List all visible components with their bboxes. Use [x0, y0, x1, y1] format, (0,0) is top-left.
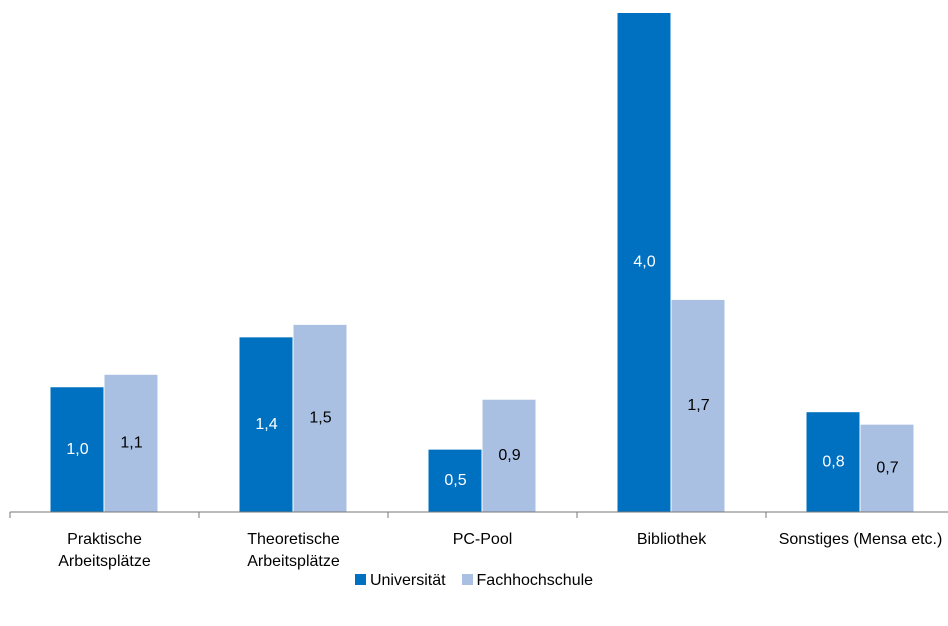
x-tick-label: PC-Pool — [452, 531, 513, 548]
data-label: 4,0 — [633, 254, 655, 271]
bar — [671, 299, 725, 512]
legend-swatch — [461, 574, 473, 585]
x-tick-label: Theoretische Arbeitsplätze — [247, 531, 340, 570]
data-label: 1,4 — [255, 416, 277, 433]
x-tick-label: Bibliothek — [636, 531, 707, 548]
bar — [50, 387, 104, 512]
x-tick-label: Sonstiges (Mensa etc.) — [778, 531, 943, 548]
data-label: 0,7 — [876, 460, 898, 477]
legend: Universität Fachhochschule — [0, 572, 948, 590]
legend-label: Universität — [369, 572, 446, 589]
bar — [482, 399, 536, 512]
legend-swatch — [354, 574, 366, 585]
data-label: 0,5 — [444, 472, 466, 489]
data-label: 1,0 — [66, 441, 88, 458]
x-tick-label: Praktische Arbeitsplätze — [58, 531, 151, 570]
data-label: 1,7 — [687, 397, 709, 414]
bar — [104, 374, 158, 512]
legend-item: Fachhochschule — [461, 572, 594, 590]
bar — [428, 449, 482, 512]
data-label: 1,5 — [309, 410, 331, 427]
legend-item: Universität — [354, 572, 446, 590]
bar — [860, 424, 914, 512]
data-label: 0,8 — [822, 453, 844, 470]
bar — [239, 337, 293, 512]
legend-label: Fachhochschule — [476, 572, 594, 589]
data-label: 0,9 — [498, 447, 520, 464]
bar — [293, 324, 347, 512]
bar — [617, 13, 671, 512]
data-label: 1,1 — [120, 435, 142, 452]
bar — [806, 412, 860, 512]
